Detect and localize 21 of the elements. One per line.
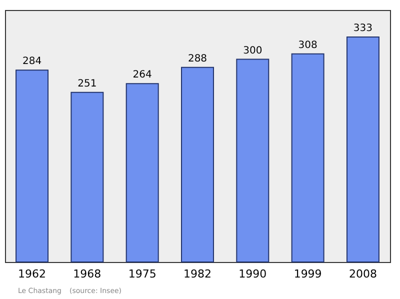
x-tick-label: 1975 bbox=[128, 268, 156, 280]
data-label: 264 bbox=[132, 70, 152, 81]
bar bbox=[126, 83, 159, 262]
data-label: 308 bbox=[298, 40, 318, 51]
x-tick-label: 1999 bbox=[294, 268, 322, 280]
x-tick-label: 2008 bbox=[348, 268, 377, 280]
bar bbox=[346, 36, 380, 262]
data-label: 251 bbox=[78, 78, 97, 90]
bar bbox=[70, 92, 104, 262]
x-tick-label: 1968 bbox=[73, 268, 102, 280]
data-label: 284 bbox=[22, 56, 42, 68]
bar bbox=[16, 70, 49, 262]
x-tick-label: 1962 bbox=[18, 268, 46, 280]
data-label: 300 bbox=[243, 45, 262, 56]
x-tick-label: 1990 bbox=[238, 268, 267, 280]
data-label: 333 bbox=[353, 23, 373, 34]
x-tick-label: 1982 bbox=[184, 268, 212, 280]
data-label: 288 bbox=[188, 53, 208, 64]
bar bbox=[181, 66, 214, 262]
bar bbox=[291, 53, 324, 262]
bar bbox=[236, 58, 270, 262]
